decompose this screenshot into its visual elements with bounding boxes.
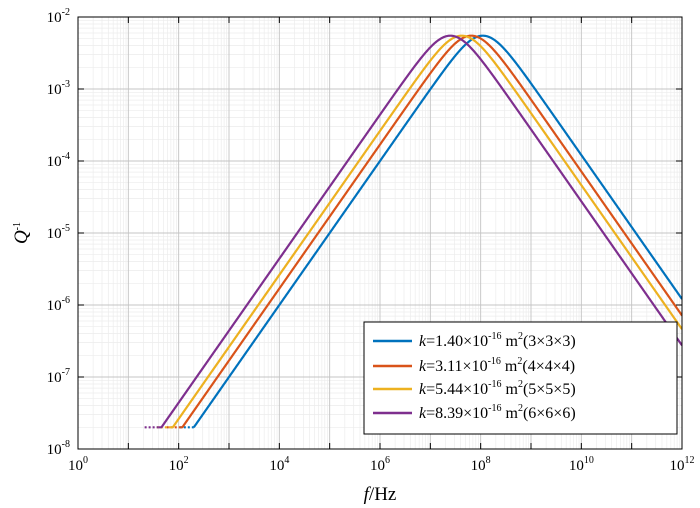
x-tick-labels: 100 102 104 106 108 1010 1012 <box>68 455 695 474</box>
y-tick-label: 10-7 <box>47 367 70 386</box>
y-tick-label: 10-5 <box>47 223 70 242</box>
series-line-2 <box>180 34 682 429</box>
axis-ticks <box>77 16 683 450</box>
series-group <box>144 34 682 429</box>
x-tick-label: 102 <box>169 455 189 474</box>
legend: k=1.40×10-16 m2(3×3×3) k=3.11×10-16 m2(4×… <box>363 321 678 435</box>
x-axis-title: f/Hz <box>364 484 397 505</box>
y-tick-label: 10-6 <box>47 295 70 314</box>
y-tick-label: 10-3 <box>47 79 70 98</box>
legend-label-3: k=5.44×10-16 m2(5×5×5) <box>419 379 576 398</box>
legend-label-1: k=1.40×10-16 m2(3×3×3) <box>419 331 576 350</box>
x-tick-label: 106 <box>370 455 390 474</box>
series-line-3 <box>170 34 682 429</box>
y-tick-labels: 10-8 10-7 10-6 10-5 10-4 10-3 10-2 <box>47 7 70 458</box>
x-tick-label: 1012 <box>670 455 695 474</box>
series-line-4 <box>158 34 682 429</box>
x-tick-label: 104 <box>269 455 289 474</box>
y-axis-title: Q-1 <box>11 222 32 244</box>
series-line-1 <box>192 34 682 428</box>
x-tick-label: 1010 <box>569 455 594 474</box>
legend-label-4: k=8.39×10-16 m2(6×6×6) <box>419 403 576 422</box>
x-tick-label: 100 <box>68 455 88 474</box>
x-tick-label: 108 <box>471 455 491 474</box>
y-tick-label: 10-2 <box>47 7 70 26</box>
legend-box <box>363 321 678 435</box>
y-tick-label: 10-8 <box>47 439 70 458</box>
legend-label-2: k=3.11×10-16 m2(4×4×4) <box>419 356 575 375</box>
y-tick-label: 10-4 <box>47 151 70 170</box>
